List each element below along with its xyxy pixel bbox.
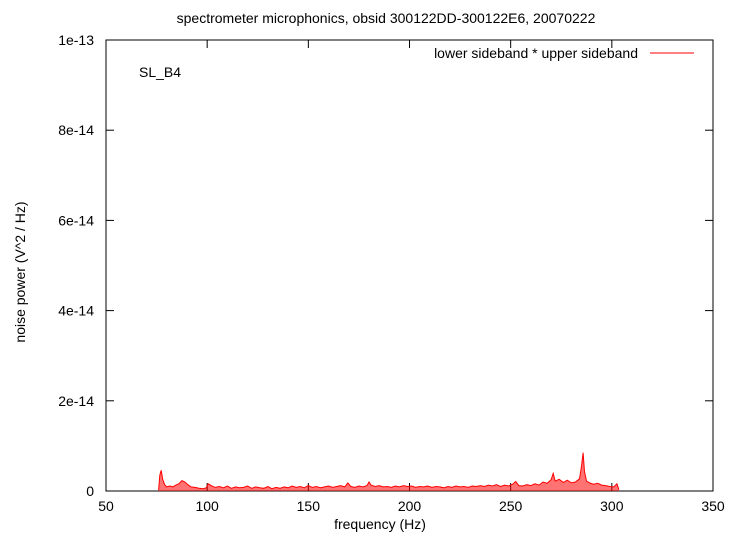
y-tick-label: 0 bbox=[86, 483, 94, 499]
chart-title: spectrometer microphonics, obsid 300122D… bbox=[177, 10, 596, 26]
y-axis-label: noise power (V^2 / Hz) bbox=[12, 201, 28, 342]
x-tick-label: 300 bbox=[600, 498, 624, 514]
x-tick-label: 100 bbox=[195, 498, 219, 514]
y-tick-label: 8e-14 bbox=[58, 122, 94, 138]
x-tick-label: 200 bbox=[398, 498, 422, 514]
x-axis-label: frequency (Hz) bbox=[334, 516, 426, 532]
y-tick-label: 1e-13 bbox=[58, 32, 94, 48]
x-tick-label: 250 bbox=[499, 498, 523, 514]
legend-label: lower sideband * upper sideband bbox=[434, 45, 638, 61]
y-tick-label: 2e-14 bbox=[58, 393, 94, 409]
plot-annotation: SL_B4 bbox=[139, 64, 181, 80]
x-tick-label: 50 bbox=[98, 498, 114, 514]
x-tick-label: 150 bbox=[297, 498, 321, 514]
series-layer bbox=[158, 452, 620, 491]
y-tick-label: 4e-14 bbox=[58, 303, 94, 319]
x-tick-label: 350 bbox=[701, 498, 725, 514]
series-line bbox=[158, 452, 620, 491]
y-tick-label: 6e-14 bbox=[58, 212, 94, 228]
series-noise-band bbox=[158, 452, 619, 491]
